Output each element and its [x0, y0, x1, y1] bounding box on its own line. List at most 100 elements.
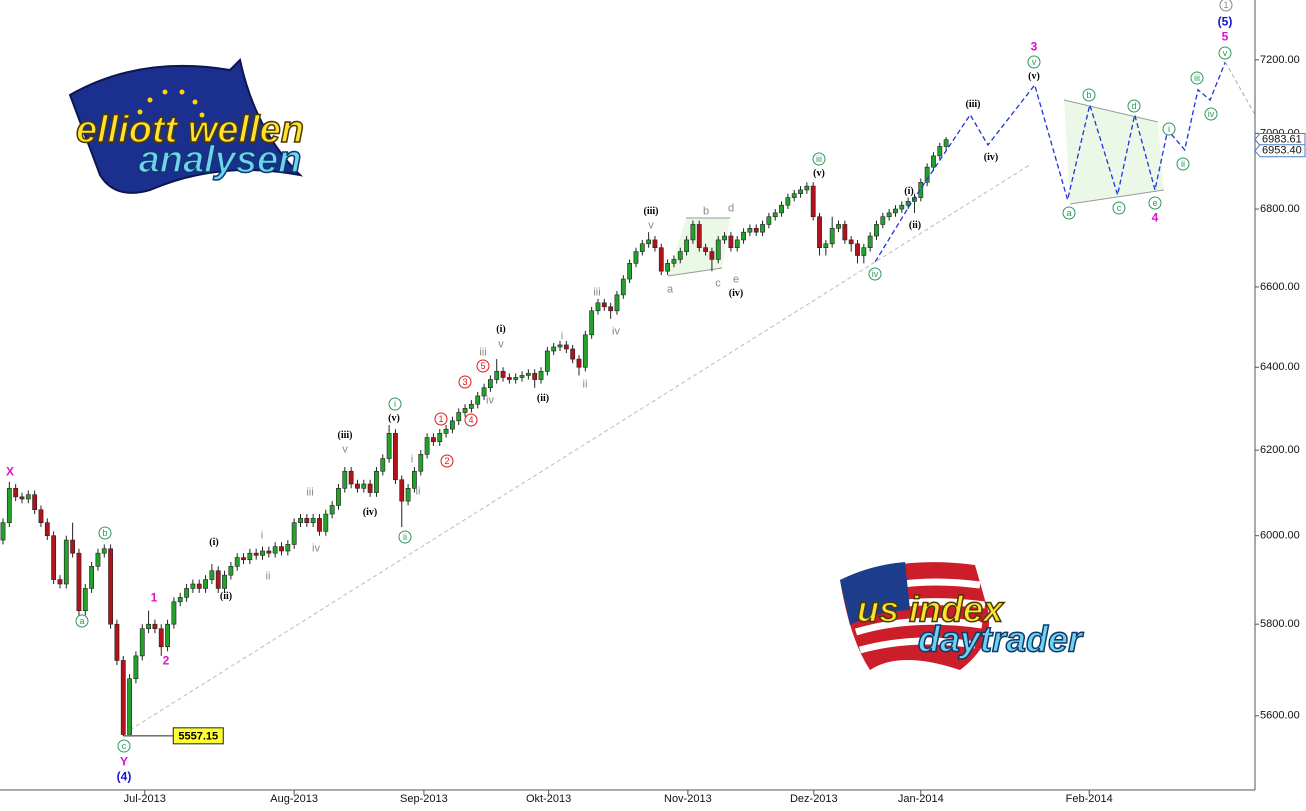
candle-body [146, 623, 151, 629]
candle-body [557, 344, 563, 348]
logo-text: elliott wellen [76, 109, 304, 151]
price-tag [1254, 144, 1306, 158]
candle-body [475, 395, 481, 405]
candle-body [412, 470, 417, 489]
candle-body [836, 224, 841, 229]
wave-label: Y [120, 755, 128, 769]
wave-label: v [648, 219, 654, 231]
candle-body [177, 597, 183, 603]
x-tick-label: Okt-2013 [526, 793, 571, 805]
wave-label: c [1117, 203, 1122, 213]
low-price-label: 5557.15 [178, 731, 218, 743]
wave-label: c [122, 741, 127, 751]
wave-circle [1027, 55, 1041, 69]
logo-stars [137, 89, 205, 118]
candle-body [563, 344, 569, 350]
candle-body [70, 539, 76, 554]
candle-body [703, 247, 708, 252]
candle-body [114, 623, 120, 661]
candle-body [684, 239, 689, 252]
candle-body [285, 544, 291, 552]
candle-body [513, 377, 519, 380]
candle-body [133, 655, 139, 680]
wave-label: 1 [1223, 0, 1228, 10]
candle-body [450, 420, 455, 430]
wave-label: iv [312, 542, 320, 554]
candle-body [336, 487, 341, 506]
wave-circle [1148, 196, 1162, 210]
y-tick-label: 5800.00 [1260, 618, 1300, 630]
candle-body [582, 334, 588, 368]
candle-body [196, 583, 202, 589]
y-tick-label: 6000.00 [1260, 530, 1300, 542]
candle-body [753, 227, 759, 233]
candle-body [437, 433, 443, 443]
candle-body [855, 243, 860, 256]
candle-body [355, 483, 360, 489]
candle-body [190, 583, 196, 589]
wave-circle [434, 412, 448, 426]
candle-body [456, 412, 462, 422]
wave-label: 4 [468, 415, 473, 425]
logo-text: analysen [139, 139, 302, 181]
candle-body [494, 371, 500, 380]
candle-body [291, 522, 297, 545]
candle-body [690, 224, 696, 241]
candle-body [601, 302, 607, 308]
candle-body [120, 660, 126, 735]
candle-body [608, 306, 614, 312]
candle-body [627, 263, 633, 280]
x-tick-label: Jan-2014 [898, 793, 944, 805]
candle-body [272, 546, 278, 554]
candle-body [108, 548, 114, 625]
candle-body [89, 566, 95, 589]
candle-body [6, 487, 12, 523]
wave-label: (i) [904, 186, 913, 197]
wave-label: (v) [813, 168, 825, 179]
wave-label: (5) [1218, 15, 1233, 29]
candle-body [658, 247, 664, 272]
triangle-line [1069, 189, 1165, 205]
star [162, 89, 168, 95]
candle-body [165, 623, 170, 648]
candle-body [867, 235, 873, 248]
price-tag-label: 6953.40 [1262, 145, 1302, 157]
wave-circle [398, 530, 412, 544]
wave-label: v [1223, 48, 1228, 58]
wave-label: 1 [438, 414, 443, 424]
candle-body [32, 494, 38, 511]
candle-body [317, 518, 322, 532]
candle-body [551, 346, 557, 352]
wave-label: iii [479, 346, 486, 358]
wave-circle [458, 375, 472, 389]
candle-body [323, 513, 329, 532]
candle-body [924, 166, 930, 183]
candle-body [367, 483, 373, 493]
wave-label: iv [612, 325, 620, 337]
candle-body [525, 373, 531, 376]
wave-label: b [102, 528, 107, 538]
y-tick-label: 6400.00 [1260, 361, 1300, 373]
candle-body [101, 548, 107, 554]
low-price-box [172, 727, 224, 745]
candle-body [741, 231, 746, 241]
candle-body [810, 185, 816, 218]
candle-body [380, 458, 386, 472]
candle-body [570, 348, 576, 360]
wave-label: i [394, 399, 396, 409]
wave-label: (ii) [220, 591, 232, 602]
wave-label: (v) [388, 413, 400, 424]
candle-body [576, 358, 582, 368]
wave-circle [1218, 46, 1232, 60]
wave-label: iv [1208, 109, 1215, 119]
trendline [129, 164, 1030, 731]
x-tick-label: Aug-2013 [270, 793, 318, 805]
wave-label: ii [266, 570, 271, 582]
candle-body [899, 204, 905, 210]
wave-label: ii [416, 485, 421, 497]
candle-body [215, 570, 221, 589]
candle-body [709, 251, 715, 260]
candle-body [44, 522, 50, 537]
wave-label: 2 [163, 654, 170, 668]
candle-body [481, 387, 487, 397]
